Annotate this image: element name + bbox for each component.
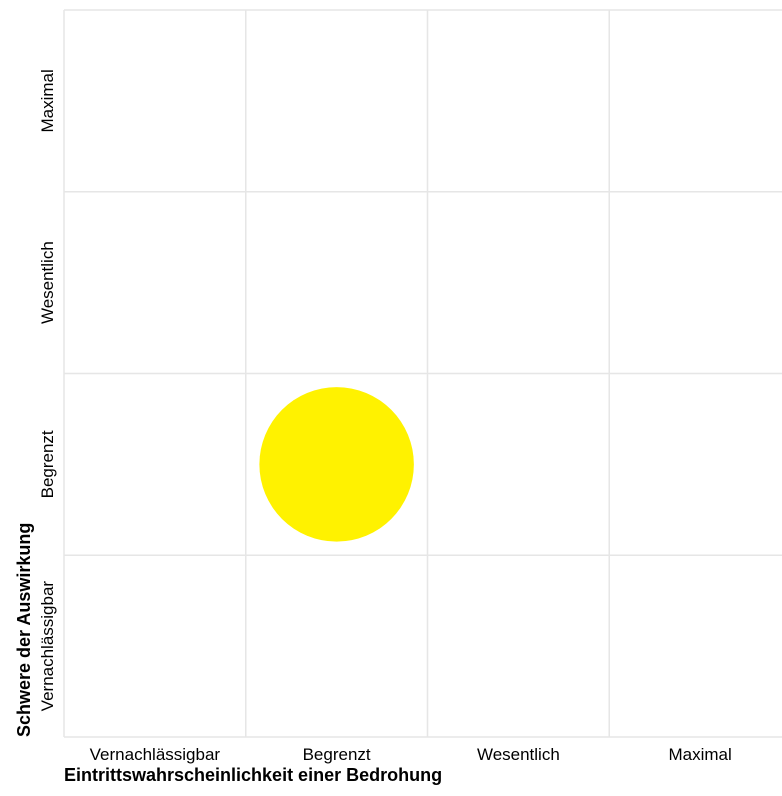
y-tick-label: Maximal (38, 69, 57, 132)
y-tick-label: Wesentlich (38, 241, 57, 324)
x-tick-label: Vernachlässigbar (90, 745, 221, 764)
grid (63, 9, 782, 738)
x-tick-label: Wesentlich (477, 745, 560, 764)
data-points (259, 387, 414, 542)
x-tick-label: Maximal (668, 745, 731, 764)
y-tick-label: Begrenzt (38, 430, 57, 498)
x-tick-label: Begrenzt (303, 745, 371, 764)
y-tick-label: Vernachlässigbar (38, 581, 57, 712)
y-tick-labels: Vernachlässigbar Begrenzt Wesentlich Maxima… (38, 69, 57, 711)
x-axis-title: Eintrittswahrscheinlichkeit einer Bedroh… (64, 765, 442, 785)
y-axis-title: Schwere der Auswirkung (14, 523, 34, 737)
data-point (259, 387, 414, 542)
x-tick-labels: Vernachlässigbar Begrenzt Wesentlich Maxima… (90, 745, 732, 764)
